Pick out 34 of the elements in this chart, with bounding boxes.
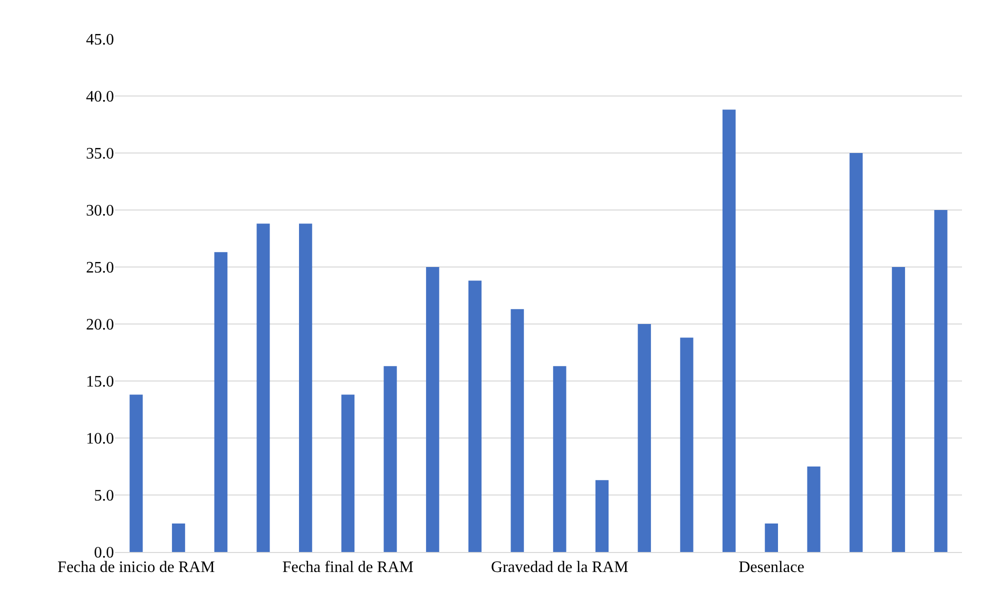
bar — [214, 252, 228, 552]
x-tick-label: Fecha de inicio de RAM — [58, 559, 215, 576]
y-tick-label: 40.0 — [86, 88, 114, 106]
x-tick-label: Fecha final de RAM — [282, 559, 414, 576]
bar — [892, 267, 906, 552]
bar — [468, 280, 482, 552]
bar — [764, 524, 778, 552]
bar — [807, 466, 820, 552]
x-tick-label: Desenlace — [738, 559, 804, 576]
bar — [299, 224, 312, 552]
bar — [638, 324, 651, 552]
y-tick-label: 10.0 — [86, 430, 114, 448]
bar — [256, 224, 270, 552]
bar — [722, 110, 736, 552]
y-tick-label: 20.0 — [86, 316, 114, 334]
x-tick-label: Gravedad de la RAM — [491, 559, 628, 576]
y-tick-label: 30.0 — [86, 202, 114, 220]
bar — [595, 480, 609, 552]
y-tick-label: 15.0 — [86, 374, 114, 391]
bar — [130, 394, 143, 552]
bar — [426, 267, 440, 552]
bar — [553, 366, 566, 552]
bar — [341, 394, 354, 552]
bar — [850, 153, 863, 552]
bar — [510, 309, 524, 552]
y-tick-label: 25.0 — [86, 260, 114, 277]
y-tick-label: 45.0 — [86, 32, 114, 49]
bar — [172, 524, 186, 552]
y-tick-label: 5.0 — [94, 488, 114, 505]
bar — [934, 210, 948, 552]
bar — [680, 338, 694, 552]
y-tick-label: 35.0 — [86, 146, 114, 163]
bar — [384, 366, 397, 552]
y-tick-label: 0.0 — [94, 544, 114, 562]
